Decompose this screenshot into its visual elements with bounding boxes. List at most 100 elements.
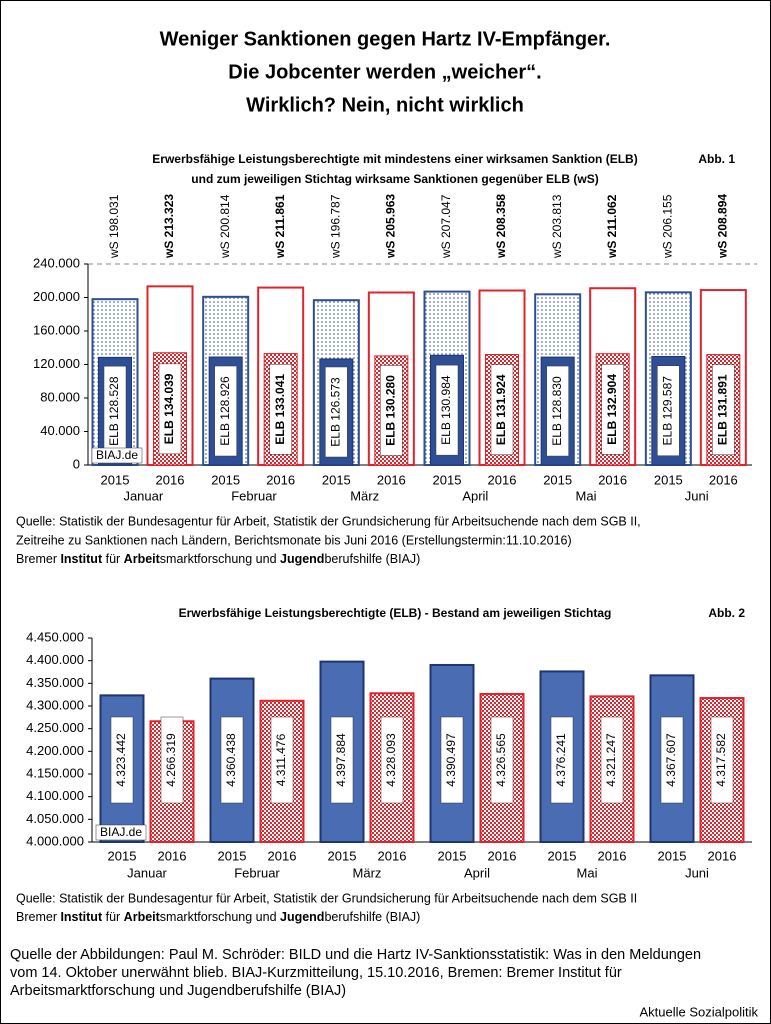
chart-title: Erwerbsfähige Leistungsberechtigte (ELB)…	[179, 606, 612, 620]
label-box	[600, 716, 624, 804]
figure-label: Abb. 2	[708, 606, 745, 620]
y-tick-label: 4.100.000	[26, 788, 84, 803]
year-label: 2016	[378, 848, 407, 863]
inner-value-label: ELB 128.830	[550, 376, 564, 446]
credit-segment: Institut	[60, 552, 102, 566]
y-tick-label: 4.150.000	[26, 765, 84, 780]
label-box	[601, 364, 624, 455]
y-tick-label: 40.000	[40, 423, 80, 438]
label-box	[660, 716, 684, 804]
main-title: Wirklich? Nein, nicht wirklich	[246, 94, 524, 116]
credit-segment: Bremer	[16, 552, 60, 566]
chart-title: Erwerbsfähige Leistungsberechtigte mit m…	[152, 152, 637, 166]
x-category-label: Mai	[576, 488, 597, 503]
value-label: 4.397.884	[334, 733, 348, 787]
year-label: 2015	[548, 848, 577, 863]
value-label: wS 211.861	[273, 194, 287, 259]
label-box	[657, 365, 680, 456]
year-label: 2016	[158, 848, 187, 863]
y-tick-label: 4.050.000	[26, 811, 84, 826]
inner-value-label: ELB 131.891	[716, 374, 730, 445]
year-label: 2016	[268, 848, 297, 863]
y-tick-label: 4.000.000	[26, 833, 84, 848]
y-tick-label: 4.450.000	[26, 629, 84, 644]
value-label: wS 207.047	[439, 194, 453, 259]
value-label: wS 208.894	[716, 194, 730, 259]
value-label: wS 208.358	[494, 194, 508, 259]
year-label: 2015	[543, 472, 572, 487]
label-box	[440, 716, 464, 804]
year-label: 2016	[488, 472, 517, 487]
footer-line: vom 14. Oktober unerwähnt blieb. BIAJ-Ku…	[10, 965, 622, 981]
y-tick-label: 4.400.000	[26, 652, 84, 667]
year-label: 2015	[433, 472, 462, 487]
main-title: Weniger Sanktionen gegen Hartz IV-Empfän…	[160, 28, 611, 50]
value-label: wS 205.963	[384, 194, 398, 259]
value-label: 4.376.241	[554, 733, 568, 787]
x-category-label: Mai	[577, 865, 598, 880]
inner-value-label: ELB 130.984	[439, 375, 453, 445]
credit-segment: Jugend	[280, 910, 324, 924]
credit-segment: Arbeit	[124, 910, 161, 924]
y-tick-label: 4.250.000	[26, 720, 84, 735]
year-label: 2015	[108, 848, 137, 863]
y-tick-label: 160.000	[33, 322, 80, 337]
x-category-label: Januar	[123, 488, 163, 503]
value-label: 4.266.319	[164, 733, 178, 787]
label-box	[380, 365, 403, 456]
value-label: 4.311.476	[274, 733, 288, 786]
label-box	[158, 363, 182, 455]
year-label: 2016	[709, 472, 738, 487]
year-label: 2015	[654, 472, 683, 487]
credit-segment: berufshilfe (BIAJ)	[324, 552, 420, 566]
value-label: 4.326.565	[494, 733, 508, 787]
year-label: 2016	[598, 472, 627, 487]
credit-segment: Arbeit	[124, 552, 161, 566]
inner-value-label: ELB 128.528	[107, 376, 121, 446]
x-category-label: April	[464, 865, 490, 880]
value-label: 4.367.607	[664, 733, 678, 787]
credit-segment: für	[102, 552, 124, 566]
value-label: wS 206.155	[661, 194, 675, 259]
y-tick-label: 200.000	[33, 289, 80, 304]
footer-line: Quelle der Abbildungen: Paul M. Schröder…	[10, 947, 701, 963]
y-tick-label: 4.200.000	[26, 743, 84, 758]
value-label: 4.321.247	[604, 733, 618, 787]
value-label: 4.360.438	[224, 733, 238, 787]
year-label: 2015	[211, 472, 240, 487]
label-box	[546, 365, 569, 457]
x-category-label: Juni	[685, 488, 709, 503]
credit-segment: berufshilfe (BIAJ)	[324, 910, 420, 924]
x-category-label: März	[353, 865, 382, 880]
label-box	[270, 716, 294, 804]
footer-brand: Aktuelle Sozialpolitik	[639, 1004, 758, 1019]
label-box	[710, 716, 734, 804]
inner-value-label: ELB 130.280	[384, 375, 398, 446]
label-box	[330, 716, 354, 804]
label-box	[435, 364, 459, 456]
label-box	[110, 716, 134, 804]
label-box	[380, 716, 404, 804]
label-box	[550, 716, 574, 804]
year-label: 2016	[598, 848, 627, 863]
credit-line: Bremer Institut für Arbeitsmarktforschun…	[16, 552, 420, 566]
value-label: 4.323.442	[114, 733, 128, 787]
bar	[209, 677, 255, 843]
source-line: Quelle: Statistik der Bundesagentur für …	[16, 514, 641, 528]
year-label: 2015	[322, 472, 351, 487]
value-label: wS 196.787	[329, 194, 343, 259]
x-category-label: März	[350, 488, 379, 503]
value-label: wS 203.813	[550, 194, 564, 259]
x-category-label: Juni	[685, 865, 709, 880]
label-box	[712, 364, 735, 456]
year-label: 2015	[218, 848, 247, 863]
y-tick-label: 4.350.000	[26, 675, 84, 690]
value-label: 4.317.582	[714, 733, 728, 787]
credit-segment: Institut	[60, 910, 102, 924]
label-box	[325, 366, 348, 458]
source-line: Quelle: Statistik der Bundesagentur für …	[16, 891, 637, 905]
year-label: 2016	[266, 472, 295, 487]
source-line: Zeitreihe zu Sanktionen nach Ländern, Be…	[16, 533, 572, 547]
main-title: Die Jobcenter werden „weicher“.	[228, 61, 541, 83]
